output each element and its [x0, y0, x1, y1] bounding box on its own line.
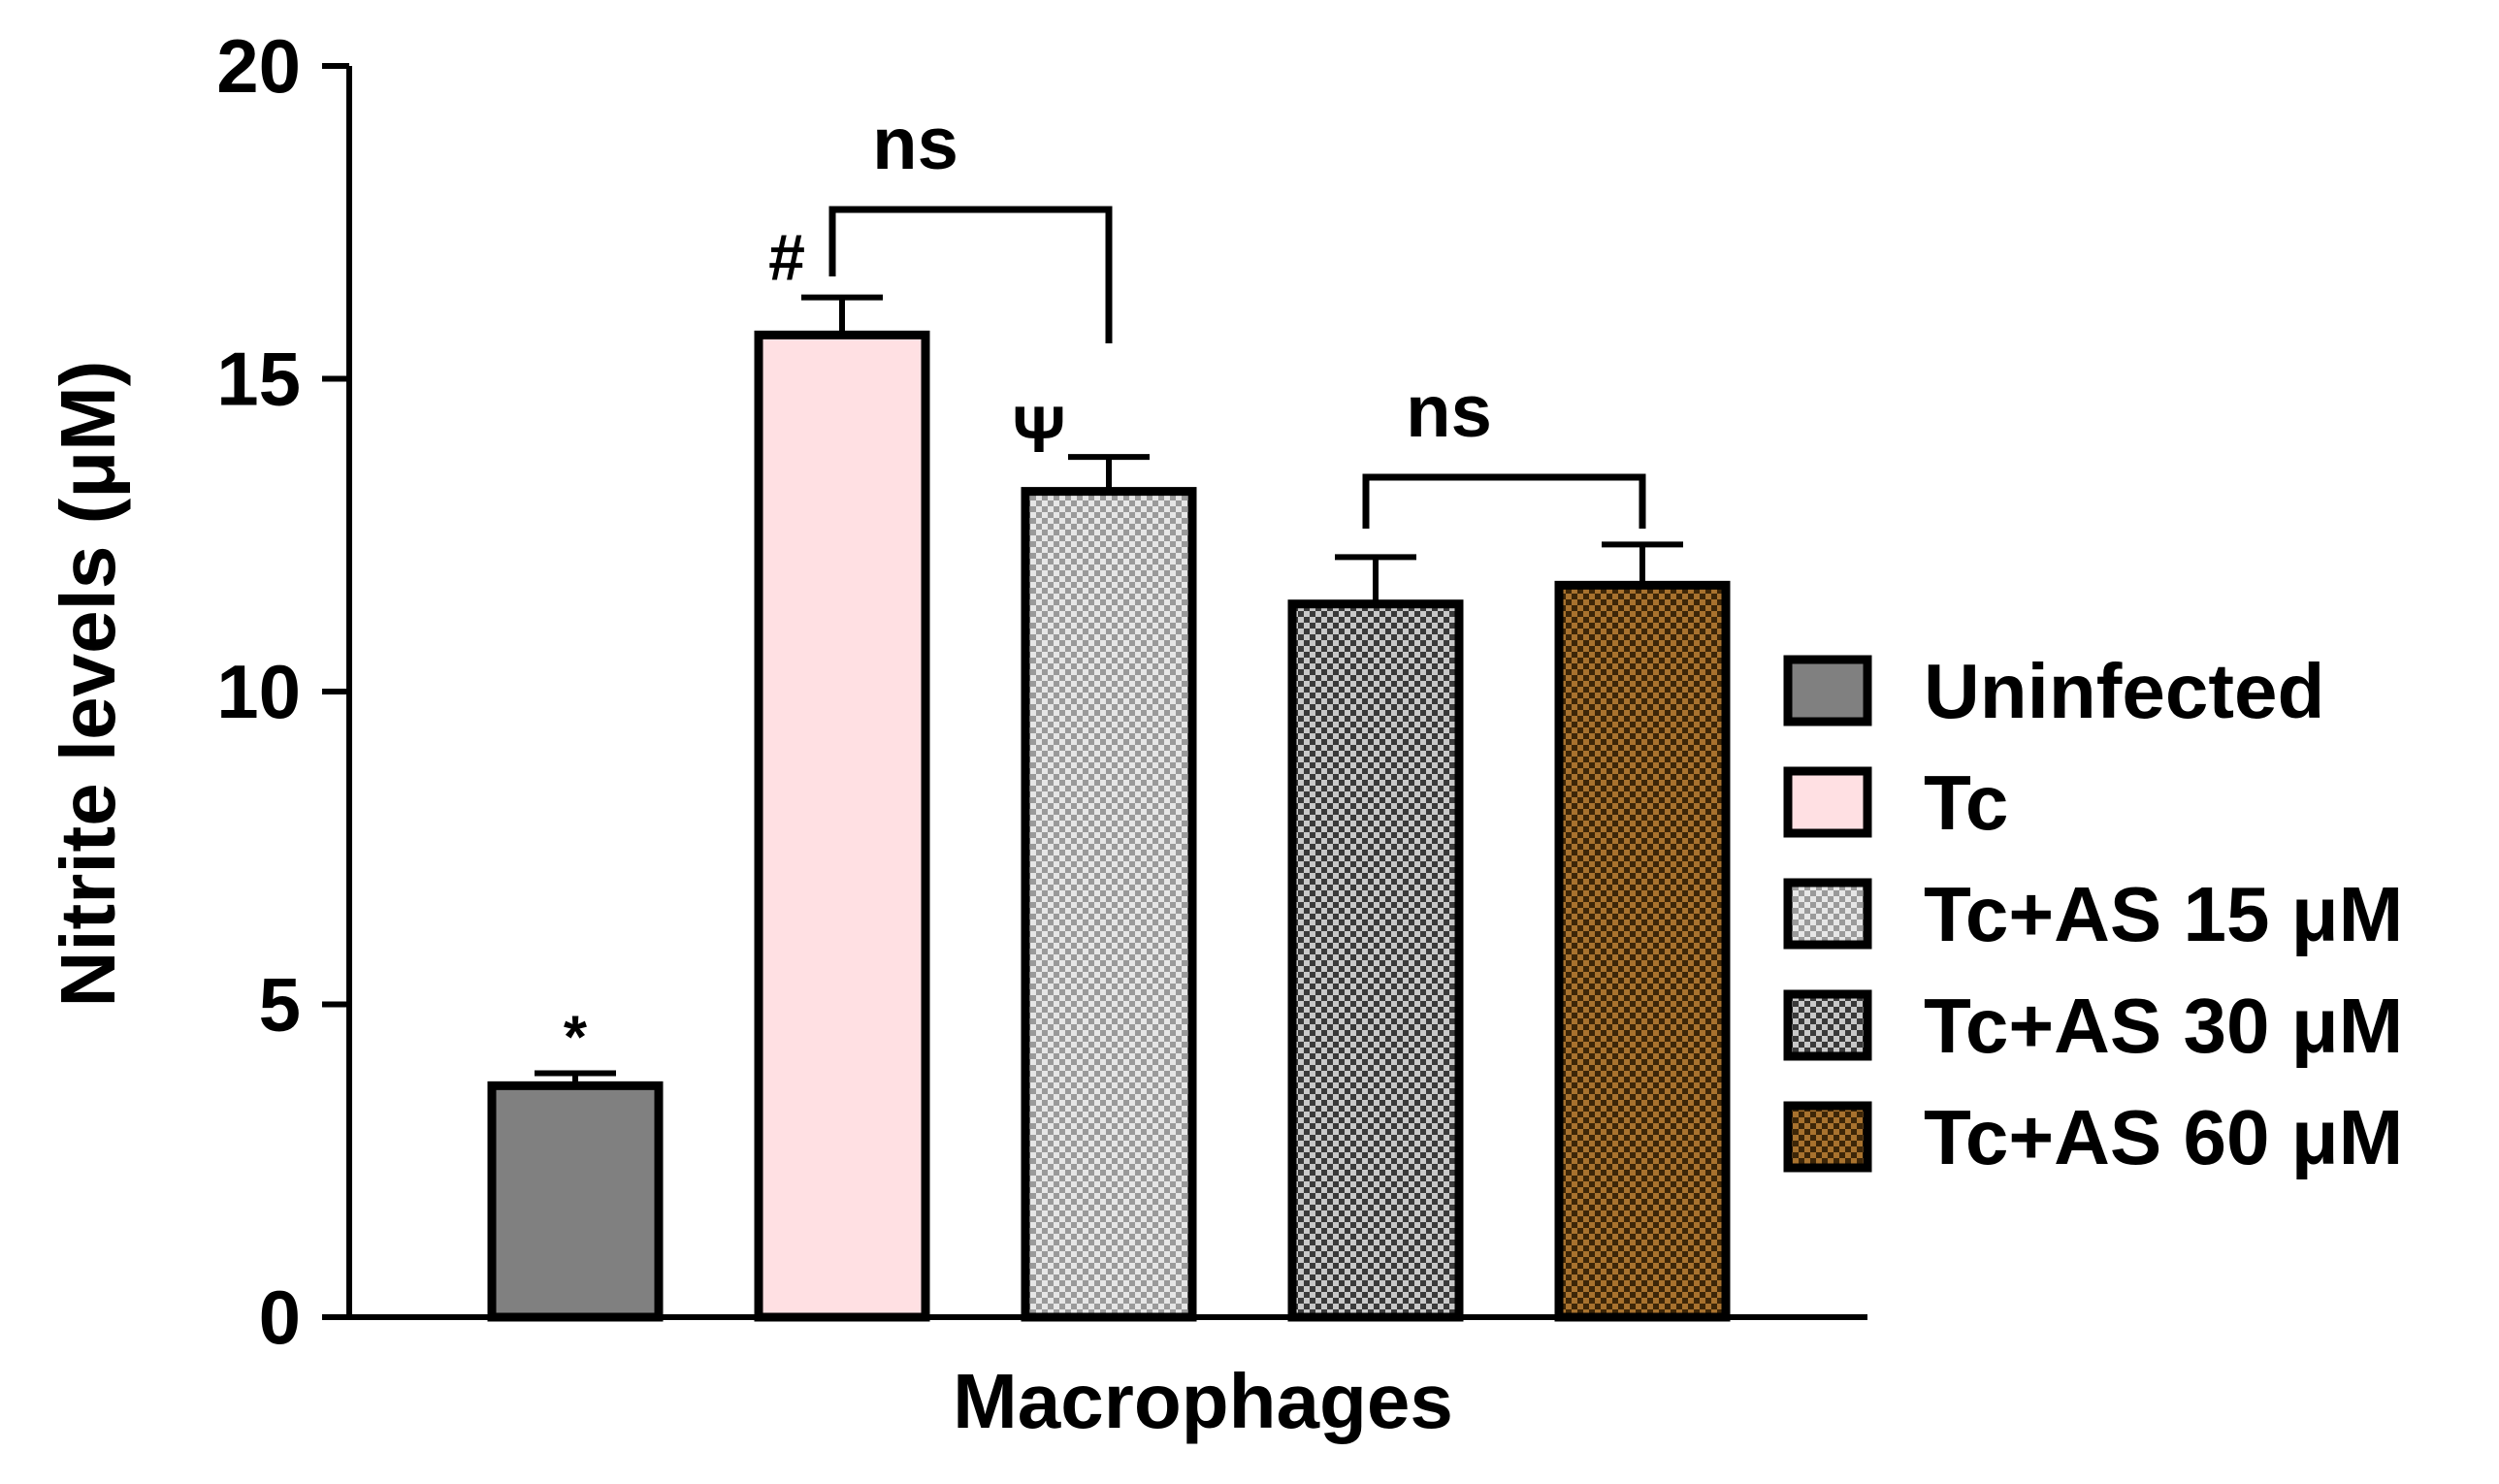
bar — [487, 1081, 664, 1322]
legend-label: Tc+AS 15 μM — [1924, 871, 2403, 957]
y-tick-label: 20 — [216, 23, 301, 109]
legend-swatch — [1783, 878, 1872, 950]
legend-label: Tc+AS 60 μM — [1924, 1094, 2403, 1180]
y-tick-label: 15 — [216, 337, 301, 422]
bar — [1554, 580, 1731, 1322]
bar — [754, 330, 930, 1322]
legend-label: Tc+AS 30 μM — [1924, 983, 2403, 1069]
comparison-label: ns — [872, 103, 958, 185]
legend: Uninfected Tc Tc+AS 15 μM Tc+AS 30 μM Tc+AS … — [1783, 648, 2403, 1180]
legend-swatch — [1783, 655, 1872, 726]
comparison-label: ns — [1406, 371, 1492, 453]
bars — [487, 294, 1731, 1322]
y-tick-label: 10 — [216, 649, 301, 734]
y-tick-label: 5 — [259, 962, 301, 1048]
legend-label: Uninfected — [1924, 648, 2324, 734]
y-tick-label: 0 — [259, 1274, 301, 1360]
legend-swatch — [1783, 766, 1872, 838]
y-axis-title: Nitrite levels (μM) — [45, 361, 131, 1008]
bar — [1287, 599, 1464, 1322]
y-axis: 0 5 10 15 20 — [216, 23, 352, 1360]
comparison-bracket — [828, 206, 1113, 343]
legend-label: Tc — [1924, 759, 2008, 846]
significance-marker: Ψ — [1012, 393, 1065, 467]
legend-swatch — [1783, 989, 1872, 1061]
legend-swatch — [1783, 1101, 1872, 1173]
x-axis-title: Macrophages — [953, 1358, 1453, 1444]
bar — [1021, 487, 1197, 1322]
annotations: * # Ψns ns — [564, 103, 1646, 1071]
comparison-bracket — [1362, 473, 1646, 529]
significance-marker: # — [768, 221, 805, 295]
significance-marker: * — [564, 1004, 588, 1071]
